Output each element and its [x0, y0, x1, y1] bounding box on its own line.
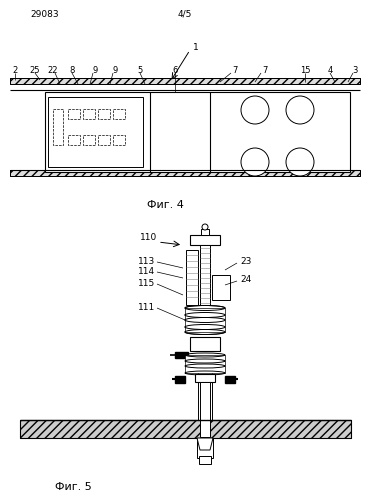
Circle shape	[286, 96, 314, 124]
Bar	[212, 275, 230, 300]
Bar	[190, 235, 220, 245]
Circle shape	[241, 96, 269, 124]
Bar	[20, 420, 351, 438]
Text: 15: 15	[300, 65, 310, 74]
Bar	[83, 109, 95, 119]
Bar	[195, 374, 215, 382]
Text: 113: 113	[138, 257, 155, 266]
Bar	[201, 229, 209, 235]
Text: 110: 110	[140, 233, 157, 242]
Bar	[10, 170, 360, 176]
Text: 22: 22	[48, 65, 58, 74]
Bar	[10, 170, 360, 176]
Text: Фиг. 5: Фиг. 5	[55, 482, 92, 492]
Ellipse shape	[185, 317, 225, 322]
Ellipse shape	[185, 305, 225, 310]
Text: 8: 8	[69, 65, 75, 74]
Bar	[98, 109, 110, 119]
Ellipse shape	[185, 312, 225, 317]
Text: 9: 9	[92, 65, 98, 74]
Text: 7: 7	[262, 65, 268, 74]
Text: 6: 6	[172, 65, 178, 74]
Bar	[48, 97, 143, 167]
Bar	[53, 109, 63, 145]
Text: 7: 7	[232, 65, 238, 74]
Bar	[113, 109, 125, 119]
Bar	[68, 109, 80, 119]
Text: 4: 4	[327, 65, 333, 74]
Text: 23: 23	[240, 257, 252, 266]
Text: 24: 24	[240, 275, 251, 284]
Text: 9: 9	[112, 65, 118, 74]
Text: 29083: 29083	[30, 9, 59, 18]
Text: 5: 5	[137, 65, 142, 74]
Bar	[10, 78, 360, 84]
Bar	[98, 135, 110, 145]
Text: 1: 1	[193, 42, 199, 51]
Bar	[198, 360, 212, 420]
Circle shape	[286, 148, 314, 176]
Bar	[185, 308, 225, 332]
Polygon shape	[175, 352, 188, 358]
Text: 111: 111	[138, 303, 155, 312]
Bar	[10, 78, 360, 84]
Bar	[113, 135, 125, 145]
Text: 4/5: 4/5	[178, 9, 192, 18]
Polygon shape	[197, 438, 213, 450]
Polygon shape	[225, 376, 235, 383]
Bar	[199, 456, 211, 464]
Circle shape	[202, 224, 208, 230]
Bar	[20, 420, 351, 438]
Bar	[200, 245, 210, 310]
Ellipse shape	[185, 324, 225, 329]
Bar	[190, 337, 220, 351]
Text: 115: 115	[138, 279, 155, 288]
Bar	[185, 355, 225, 373]
Polygon shape	[175, 376, 185, 383]
Bar	[186, 250, 198, 305]
Text: Фиг. 4: Фиг. 4	[147, 200, 183, 210]
Circle shape	[241, 148, 269, 176]
Bar	[45, 92, 350, 172]
Bar	[83, 135, 95, 145]
Bar	[68, 135, 80, 145]
Bar	[197, 438, 213, 458]
Text: 3: 3	[352, 65, 358, 74]
Text: 114: 114	[138, 267, 155, 276]
Ellipse shape	[185, 329, 225, 334]
Bar	[200, 382, 210, 437]
Text: 2: 2	[12, 65, 18, 74]
Text: 25: 25	[30, 65, 40, 74]
